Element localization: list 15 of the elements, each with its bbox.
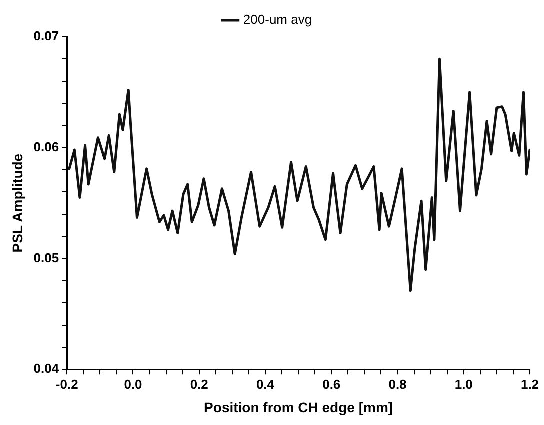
x-tick-label: 1.0 bbox=[454, 376, 473, 392]
legend-label: 200-um avg bbox=[243, 12, 312, 28]
x-tick-label: 0.0 bbox=[124, 376, 142, 392]
x-axis-title: Position from CH edge [mm] bbox=[204, 399, 394, 416]
x-tick-label: 0.4 bbox=[256, 376, 276, 392]
x-tick-label: 1.2 bbox=[520, 376, 540, 392]
x-tick-label: 0.6 bbox=[322, 376, 341, 392]
y-tick-label: 0.05 bbox=[34, 250, 60, 266]
y-tick-label: 0.04 bbox=[34, 361, 60, 376]
x-tick-label: -0.2 bbox=[56, 376, 78, 392]
x-tick-label: 0.2 bbox=[190, 376, 208, 392]
y-axis-title: PSL Amplitude bbox=[9, 154, 26, 253]
y-tick-label: 0.07 bbox=[34, 28, 60, 44]
x-tick-label: 0.8 bbox=[388, 376, 407, 392]
y-tick-label: 0.06 bbox=[34, 139, 60, 154]
